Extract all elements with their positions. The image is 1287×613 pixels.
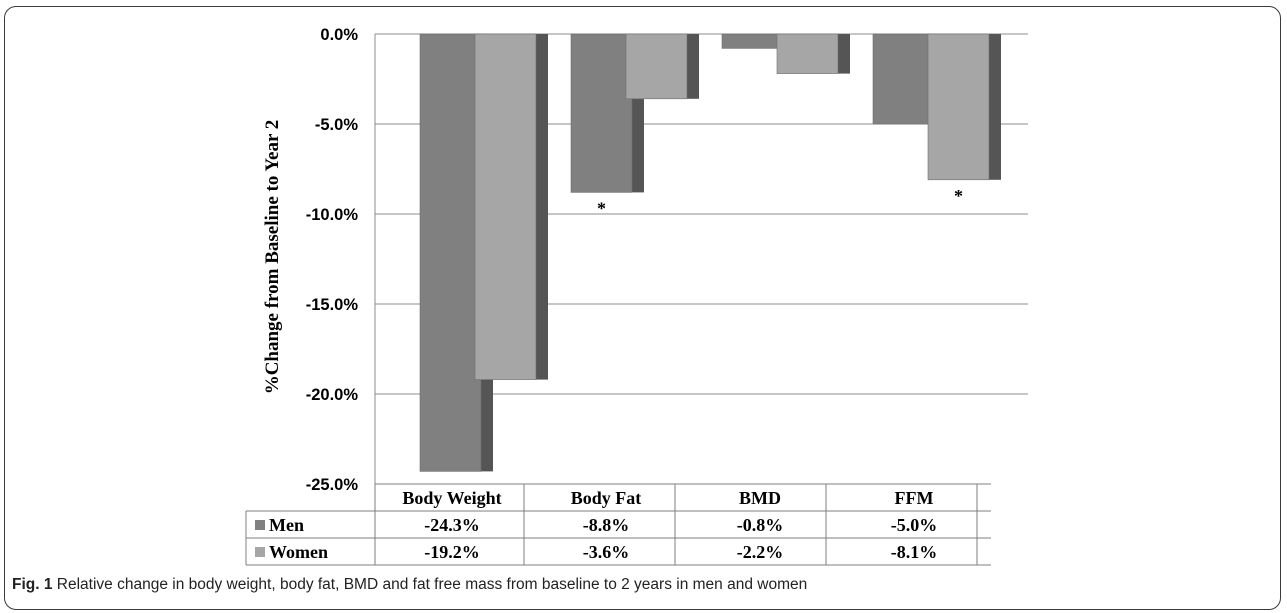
category-label-body-fat: Body Fat bbox=[571, 488, 642, 508]
bar-side-women-ffm bbox=[989, 34, 1001, 180]
significance-marker: * bbox=[954, 186, 963, 206]
figure-caption: Fig. 1 Relative change in body weight, b… bbox=[12, 576, 1272, 594]
y-tick-label: 0.0% bbox=[320, 26, 358, 44]
data-label-men-bmd: -0.8% bbox=[737, 515, 784, 535]
legend-key-men bbox=[255, 520, 265, 530]
axes: 0.0% -5.0% -10.0% -15.0% -20.0% -25.0% bbox=[306, 26, 376, 494]
bar-men-body-weight bbox=[419, 33, 482, 472]
data-label-women-bmd: -2.2% bbox=[737, 542, 784, 562]
bar-women-body-fat bbox=[625, 33, 688, 100]
bar-women-ffm bbox=[927, 33, 990, 181]
caption-label: Fig. 1 bbox=[12, 576, 53, 593]
y-tick-label: -20.0% bbox=[306, 386, 359, 404]
category-label-body-weight: Body Weight bbox=[402, 488, 501, 508]
y-tick-label: -25.0% bbox=[306, 476, 359, 494]
caption-text: Relative change in body weight, body fat… bbox=[52, 576, 808, 593]
figure-frame bbox=[4, 6, 1281, 610]
y-tick-label: -10.0% bbox=[306, 206, 359, 224]
bar-men-body-fat bbox=[570, 33, 633, 193]
data-label-women-body-fat: -3.6% bbox=[583, 542, 630, 562]
category-label-bmd: BMD bbox=[739, 488, 781, 508]
legend-key-women bbox=[255, 547, 265, 557]
bar-side-women-body-fat bbox=[687, 34, 699, 99]
data-table: Body Weight Body Fat BMD FFM Men -24.3% -8.8% -… bbox=[245, 483, 991, 566]
data-label-women-ffm: -8.1% bbox=[891, 542, 938, 562]
data-label-men-body-weight: -24.3% bbox=[424, 515, 480, 535]
category-label-ffm: FFM bbox=[895, 488, 934, 508]
legend-label-women: Women bbox=[269, 542, 328, 562]
bar-side-women-body-weight bbox=[536, 34, 548, 380]
data-label-women-body-weight: -19.2% bbox=[424, 542, 480, 562]
significance-marker: * bbox=[597, 198, 606, 218]
y-tick-label: -5.0% bbox=[315, 116, 358, 134]
y-axis-label: %Change from Baseline to Year 2 bbox=[262, 120, 283, 395]
data-label-men-ffm: -5.0% bbox=[891, 515, 938, 535]
bar-women-body-weight bbox=[474, 33, 537, 380]
bar-women-bmd bbox=[776, 33, 839, 74]
bar-chart: ** 0.0%-5.0%-10.0%-15.0%-20.0%-25.0% Bod… bbox=[245, 26, 1028, 566]
bars: ** bbox=[419, 33, 1001, 472]
y-tick-label: -15.0% bbox=[306, 296, 359, 314]
bar-men-bmd bbox=[721, 33, 784, 49]
data-label-men-body-fat: -8.8% bbox=[583, 515, 630, 535]
bar-side-women-bmd bbox=[838, 34, 850, 74]
legend-label-men: Men bbox=[269, 515, 304, 535]
bar-men-ffm bbox=[872, 33, 935, 125]
